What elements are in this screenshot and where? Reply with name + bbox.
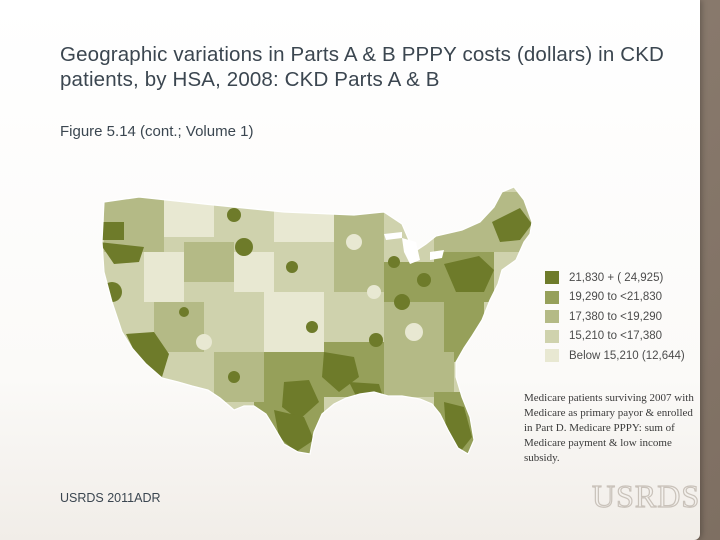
legend-label: Below 15,210 (12,644) bbox=[569, 349, 685, 362]
lake-superior bbox=[384, 232, 402, 240]
lake-erie bbox=[430, 250, 444, 260]
legend-label: 15,210 to <17,380 bbox=[569, 330, 663, 343]
legend-label: 19,290 to <21,830 bbox=[569, 291, 663, 304]
slide-title: Geographic variations in Parts A & B PPP… bbox=[60, 43, 664, 91]
legend-item: 17,380 to <19,290 bbox=[545, 307, 695, 327]
legend-swatch bbox=[545, 290, 559, 304]
slide-subtitle: Figure 5.14 (cont.; Volume 1) bbox=[60, 123, 254, 140]
legend-swatch bbox=[545, 349, 559, 363]
legend-item: Below 15,210 (12,644) bbox=[545, 346, 695, 366]
legend-swatch bbox=[545, 271, 559, 285]
legend-item: 21,830 + ( 24,925) bbox=[545, 268, 695, 288]
legend-label: 21,830 + ( 24,925) bbox=[569, 271, 664, 284]
legend-swatch bbox=[545, 310, 559, 324]
legend-item: 19,290 to <21,830 bbox=[545, 288, 695, 308]
us-hsa-map bbox=[101, 186, 533, 455]
lake-michigan bbox=[402, 238, 420, 264]
legend-label: 17,380 to <19,290 bbox=[569, 310, 663, 323]
legend-item: 15,210 to <17,380 bbox=[545, 327, 695, 347]
population-note: Medicare patients surviving 2007 with Me… bbox=[524, 392, 694, 464]
map-legend: 21,830 + ( 24,925) 19,290 to <21,830 17,… bbox=[545, 268, 695, 366]
slide: Geographic variations in Parts A & B PPP… bbox=[0, 0, 700, 540]
usrds-logo: USRDS bbox=[591, 477, 701, 514]
legend-swatch bbox=[545, 329, 559, 343]
footer-source: USRDS 2011ADR bbox=[60, 491, 161, 505]
